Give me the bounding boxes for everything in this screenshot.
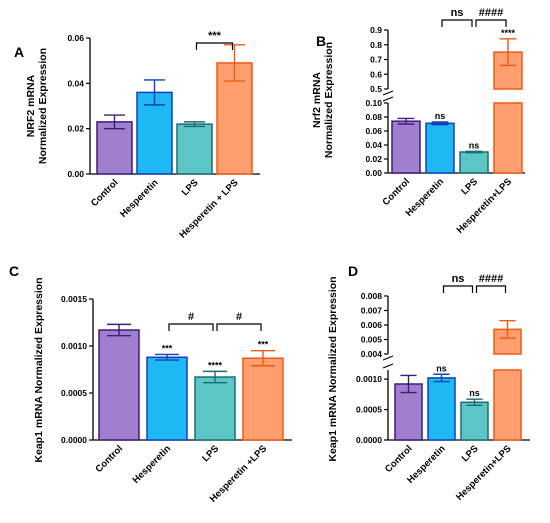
y-tick-label: 0.7 <box>370 55 382 65</box>
bracket-label: #### <box>479 7 503 19</box>
axis-break-mark <box>382 96 394 102</box>
y-tick-label: 0.006 <box>361 320 383 330</box>
y-tick-label: 0.00 <box>67 169 84 179</box>
bar <box>146 356 188 441</box>
significance-bracket <box>441 19 473 27</box>
panel-letter: D <box>348 263 358 279</box>
bar <box>242 357 284 441</box>
panel-C: C 0.0000 0.0005 0.0010 0.0015 Keap1 mRNA Norm… <box>9 263 292 505</box>
bar <box>98 329 140 441</box>
significance-bracket <box>168 323 214 331</box>
bar <box>459 151 489 174</box>
y-axis-title: Normalized Expression <box>37 48 49 164</box>
y-tick-label: 0.008 <box>361 291 383 301</box>
y-tick-label: 0.0005 <box>356 405 382 415</box>
bracket-label: # <box>188 311 194 323</box>
x-tick-label: Control <box>380 176 412 208</box>
significance-bracket <box>216 323 262 331</box>
y-tick-label: 0.0015 <box>61 294 87 304</box>
y-tick-label: 0.02 <box>67 124 84 134</box>
bracket-label: *** <box>208 30 222 42</box>
x-tick-label: Control <box>383 443 415 475</box>
significance-label: *** <box>162 343 173 353</box>
y-tick-label: 0.8 <box>370 40 382 50</box>
x-tick-label: Hesperetin <box>131 443 174 486</box>
bracket-label: #### <box>479 273 503 285</box>
x-tick-label: Control <box>93 443 125 475</box>
panel-letter: B <box>316 33 326 49</box>
panel-D: D 0.0000 0.0005 0.0010 0.004 0.005 0.006 0.007 0… <box>327 263 530 503</box>
panel-A: A 0.00 0.02 0.04 0.06 NRF2 mRNA Normalized Exp… <box>14 30 260 241</box>
y-axis-title: Normalized Expression <box>323 42 335 158</box>
significance-label: **** <box>208 360 223 370</box>
y-axis-title: Keap1 mRNA Normalized Expression <box>33 277 45 462</box>
significance-label: *** <box>258 340 269 350</box>
y-tick-label: 0.02 <box>365 154 382 164</box>
bar <box>194 376 236 441</box>
y-tick-label: 0.04 <box>67 78 84 88</box>
axis-break-mark <box>382 90 394 96</box>
y-axis-title: Keap1 mRNA Normalized Expression <box>327 276 339 461</box>
x-tick-label: LPS <box>180 177 201 198</box>
y-tick-label: 0.06 <box>67 33 84 43</box>
significance-label: **** <box>501 28 516 38</box>
y-tick-label: 0.6 <box>370 69 382 79</box>
y-tick-label: 0.0000 <box>61 435 87 445</box>
bar <box>391 120 421 174</box>
panel-letter: C <box>9 263 19 279</box>
bar <box>493 369 522 441</box>
y-tick-label: 0.0010 <box>356 374 382 384</box>
y-tick-label: 0.5 <box>370 84 382 94</box>
x-tick-label: Hesperetin <box>118 177 161 220</box>
bar <box>176 123 213 175</box>
panel-B: B 0.00 0.02 0.04 0.06 0.08 0.10 0.5 0.6 0.7 0.8 0.9… <box>311 7 525 236</box>
significance-label: ns <box>435 111 446 121</box>
bar <box>427 377 456 441</box>
significance-bracket <box>475 19 507 27</box>
significance-bracket <box>195 42 234 50</box>
y-tick-label: 0.06 <box>365 126 382 136</box>
y-tick-label: 0.0005 <box>61 388 87 398</box>
y-tick-label: 0.08 <box>365 112 382 122</box>
significance-label: ns <box>436 363 447 373</box>
y-axis-title: NRF2 mRNA <box>25 74 37 137</box>
y-tick-label: 0.004 <box>361 349 383 359</box>
axis-break-mark <box>382 363 394 369</box>
bracket-label: ns <box>451 7 464 19</box>
bar <box>493 102 523 174</box>
significance-label: ns <box>469 388 480 398</box>
bracket-label: ns <box>452 273 465 285</box>
y-tick-label: 0.9 <box>370 25 382 35</box>
x-tick-label: LPS <box>200 443 221 464</box>
significance-bracket <box>475 285 507 293</box>
axis-break-mark <box>382 355 394 361</box>
y-tick-label: 0.005 <box>361 335 383 345</box>
bar <box>96 121 133 175</box>
x-tick-label: LPS <box>460 443 481 464</box>
significance-label: ns <box>469 140 480 150</box>
y-tick-label: 0.0000 <box>356 435 382 445</box>
y-tick-label: 0.04 <box>365 140 382 150</box>
significance-bracket <box>442 285 474 293</box>
x-tick-label: LPS <box>459 176 480 197</box>
bar <box>460 401 489 441</box>
y-tick-label: 0.00 <box>365 168 382 178</box>
y-tick-label: 0.10 <box>365 98 382 108</box>
panel-letter: A <box>14 44 24 60</box>
y-tick-label: 0.0010 <box>61 341 87 351</box>
bar <box>425 122 455 174</box>
bracket-label: # <box>236 311 242 323</box>
y-axis-title: Nrf2 mRNA <box>311 72 323 128</box>
y-tick-label: 0.007 <box>361 306 383 316</box>
x-tick-label: Control <box>89 177 121 209</box>
